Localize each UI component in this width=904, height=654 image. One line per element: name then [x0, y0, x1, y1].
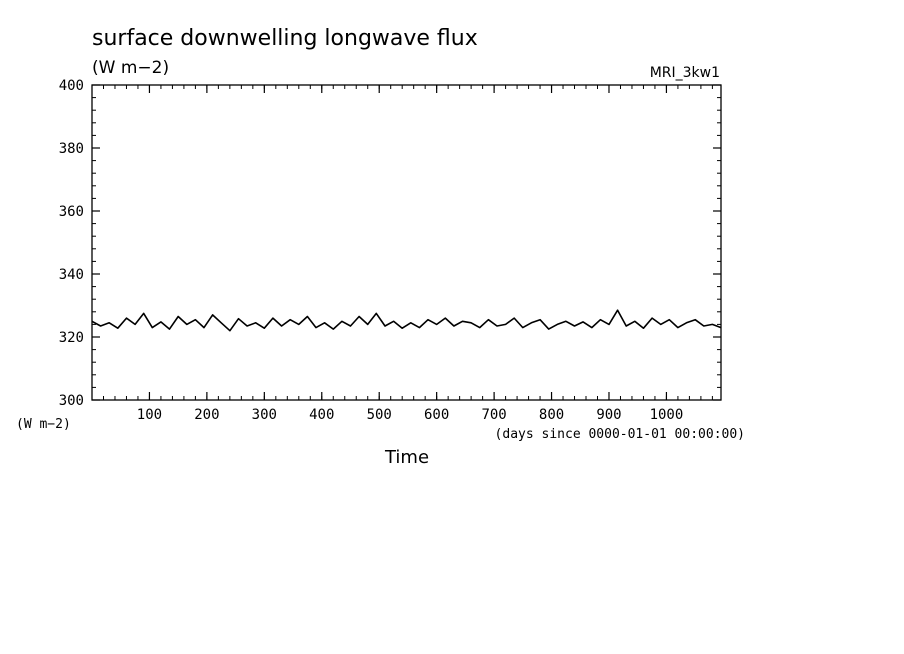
x-tick-label: 400 [309, 407, 334, 423]
plot-frame [91, 84, 722, 401]
y-tick-labels: 300 320 340 360 380 400 [59, 78, 84, 409]
chart-title: surface downwelling longwave flux [92, 26, 478, 51]
x-tick-label: 500 [367, 407, 392, 423]
x-tick-label: 900 [596, 407, 621, 423]
chart-units: (W m−2) [92, 58, 169, 78]
x-axis-units: (days since 0000-01-01 00:00:00) [495, 427, 745, 442]
dataset-label: MRI_3kw1 [650, 65, 720, 81]
x-tick-label: 700 [481, 407, 506, 423]
x-tick-label: 1000 [650, 407, 684, 423]
y-tick-label: 300 [59, 393, 84, 409]
y-tick-label: 340 [59, 267, 84, 283]
x-tick-labels: 100 200 300 400 500 600 700 800 900 1000 [137, 407, 683, 423]
x-tick-label: 300 [252, 407, 277, 423]
y-tick-label: 320 [59, 330, 84, 346]
x-axis-label: Time [384, 447, 429, 468]
y-tick-label: 380 [59, 141, 84, 157]
series-line [91, 309, 722, 332]
axis-ticks [92, 84, 721, 401]
x-tick-label: 800 [539, 407, 564, 423]
y-tick-label: 360 [59, 204, 84, 220]
y-tick-label: 400 [59, 78, 84, 94]
x-tick-label: 600 [424, 407, 449, 423]
x-tick-label: 200 [194, 407, 219, 423]
y-axis-label: (W m−2) [16, 417, 71, 432]
x-tick-label: 100 [137, 407, 162, 423]
